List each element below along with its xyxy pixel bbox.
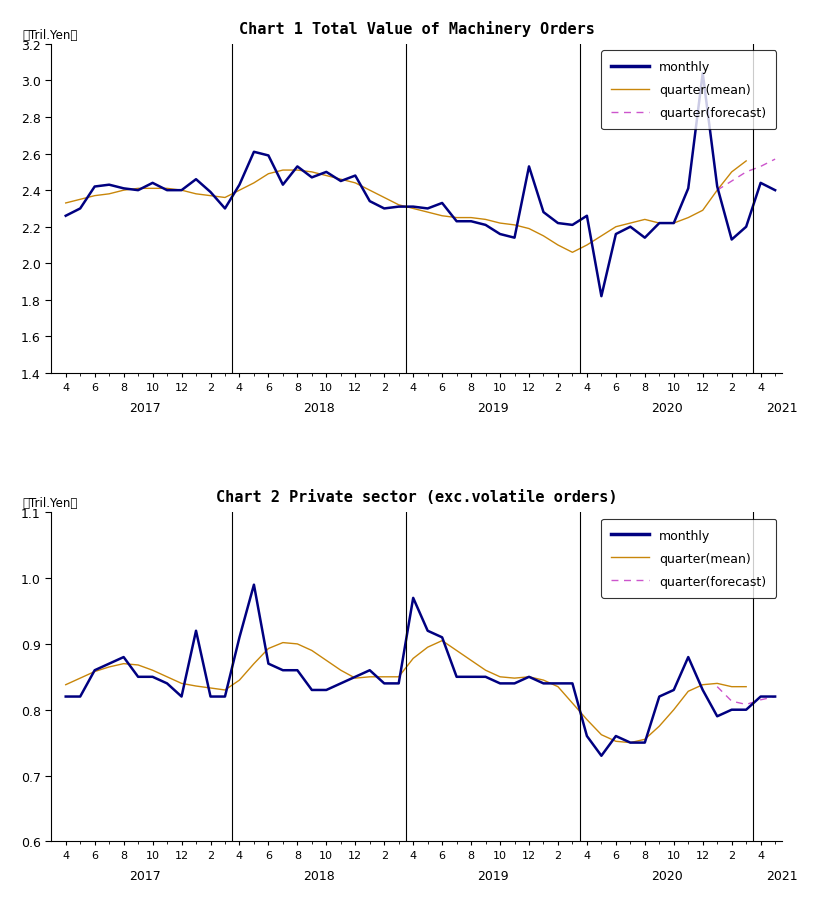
Text: （Tril.Yen）: （Tril.Yen） bbox=[22, 496, 77, 510]
Legend: monthly, quarter(mean), quarter(forecast): monthly, quarter(mean), quarter(forecast… bbox=[601, 51, 776, 130]
Text: 2018: 2018 bbox=[303, 870, 335, 882]
Title: Chart 2 Private sector (exc.volatile orders): Chart 2 Private sector (exc.volatile ord… bbox=[216, 490, 618, 504]
Text: 2017: 2017 bbox=[129, 401, 161, 414]
Legend: monthly, quarter(mean), quarter(forecast): monthly, quarter(mean), quarter(forecast… bbox=[601, 519, 776, 598]
Text: 2021: 2021 bbox=[767, 401, 799, 414]
Text: 2020: 2020 bbox=[650, 401, 682, 414]
Text: 2018: 2018 bbox=[303, 401, 335, 414]
Text: 2019: 2019 bbox=[477, 870, 509, 882]
Text: 2019: 2019 bbox=[477, 401, 509, 414]
Text: 2017: 2017 bbox=[129, 870, 161, 882]
Text: 2020: 2020 bbox=[650, 870, 682, 882]
Text: （Tril.Yen）: （Tril.Yen） bbox=[22, 29, 77, 41]
Text: 2021: 2021 bbox=[767, 870, 799, 882]
Title: Chart 1 Total Value of Machinery Orders: Chart 1 Total Value of Machinery Orders bbox=[239, 21, 595, 37]
